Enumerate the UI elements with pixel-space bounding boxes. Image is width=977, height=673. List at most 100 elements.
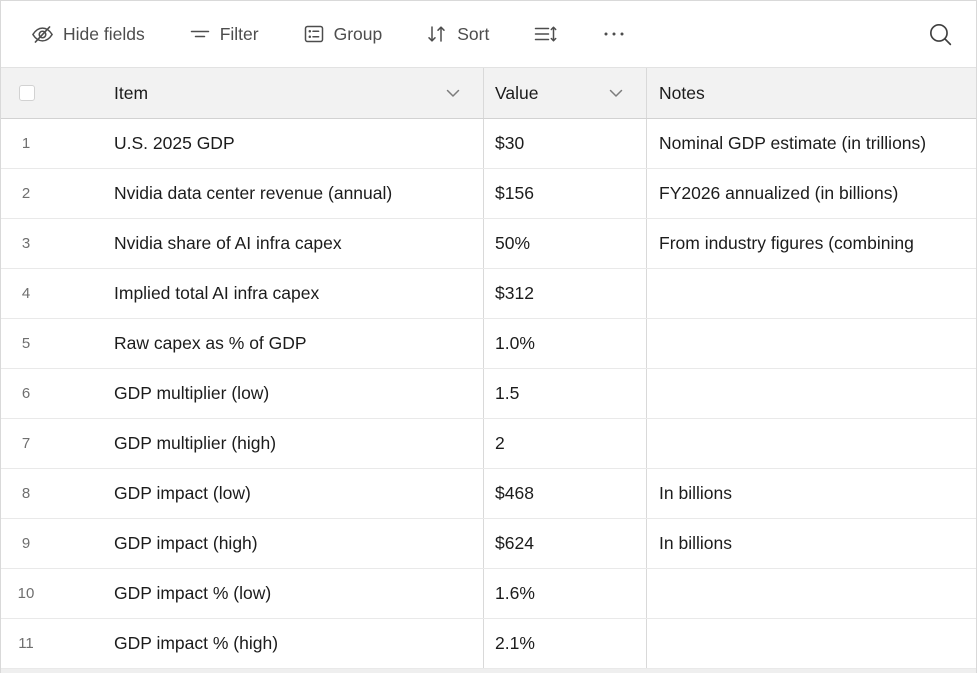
table-row: 11 GDP impact % (high) 2.1% [1, 619, 976, 669]
row-select-area: 5 [1, 319, 89, 368]
row-number[interactable]: 2 [21, 185, 31, 202]
chevron-down-icon[interactable] [446, 89, 460, 98]
cell-item[interactable]: Implied total AI infra capex [89, 269, 483, 318]
table-row: 5 Raw capex as % of GDP 1.0% [1, 319, 976, 369]
cell-value[interactable]: $624 [483, 519, 646, 568]
cell-value-text: $468 [495, 483, 534, 503]
cell-item[interactable]: Nvidia data center revenue (annual) [89, 169, 483, 218]
row-select-area: 6 [1, 369, 89, 418]
cell-notes[interactable] [646, 319, 976, 368]
cell-notes[interactable]: In billions [646, 469, 976, 518]
table-row: 7 GDP multiplier (high) 2 [1, 419, 976, 469]
column-label-item: Item [114, 82, 149, 103]
cell-notes[interactable] [646, 269, 976, 318]
table-row: 4 Implied total AI infra capex $312 [1, 269, 976, 319]
cell-notes[interactable]: Nominal GDP estimate (in trillions) [646, 119, 976, 168]
table-row: 9 GDP impact (high) $624 In billions [1, 519, 976, 569]
cell-item-text: GDP impact (high) [114, 533, 258, 553]
filter-icon [189, 23, 211, 45]
cell-notes-text: FY2026 annualized (in billions) [659, 183, 899, 203]
cell-value[interactable]: 50% [483, 219, 646, 268]
cell-notes[interactable]: FY2026 annualized (in billions) [646, 169, 976, 218]
cell-value[interactable]: $468 [483, 469, 646, 518]
cell-value[interactable]: 2.1% [483, 619, 646, 668]
column-header-notes[interactable]: Notes [646, 68, 976, 118]
sort-arrows-icon [426, 23, 448, 45]
cell-value[interactable]: $312 [483, 269, 646, 318]
row-number[interactable]: 11 [18, 635, 34, 652]
cell-value-text: 2.1% [495, 633, 535, 653]
row-number[interactable]: 6 [21, 385, 31, 402]
cell-value-text: $30 [495, 133, 525, 153]
cell-item[interactable]: Raw capex as % of GDP [89, 319, 483, 368]
row-select-area: 4 [1, 269, 89, 318]
cell-notes[interactable] [646, 569, 976, 618]
cell-value[interactable]: $156 [483, 169, 646, 218]
select-all-checkbox[interactable] [19, 85, 35, 101]
cell-item[interactable]: GDP impact % (high) [89, 619, 483, 668]
row-number[interactable]: 7 [21, 435, 31, 452]
row-number[interactable]: 5 [21, 335, 31, 352]
cell-notes-text: In billions [659, 533, 732, 553]
cell-item[interactable]: Nvidia share of AI infra capex [89, 219, 483, 268]
row-number[interactable]: 9 [21, 535, 31, 552]
cell-item[interactable]: GDP multiplier (low) [89, 369, 483, 418]
more-options-button[interactable] [600, 19, 628, 49]
group-button[interactable]: Group [301, 19, 385, 49]
row-number[interactable]: 1 [21, 135, 31, 152]
cell-value[interactable]: 2 [483, 419, 646, 468]
cell-value[interactable]: 1.6% [483, 569, 646, 618]
cell-notes[interactable] [646, 619, 976, 668]
group-label: Group [333, 23, 383, 44]
cell-notes[interactable]: In billions [646, 519, 976, 568]
column-header-value[interactable]: Value [483, 68, 646, 118]
table-row: 6 GDP multiplier (low) 1.5 [1, 369, 976, 419]
row-number[interactable]: 8 [21, 485, 31, 502]
cell-item-text: Nvidia data center revenue (annual) [114, 183, 393, 203]
cell-item[interactable]: GDP impact (high) [89, 519, 483, 568]
row-number[interactable]: 4 [21, 285, 31, 302]
table-row: 2 Nvidia data center revenue (annual) $1… [1, 169, 976, 219]
bottom-strip [1, 669, 976, 673]
cell-notes[interactable]: From industry figures (combining [646, 219, 976, 268]
filter-label: Filter [219, 23, 259, 44]
row-height-button[interactable] [531, 19, 560, 49]
cell-notes-text: Nominal GDP estimate (in trillions) [659, 133, 927, 153]
sort-button[interactable]: Sort [424, 19, 491, 49]
hide-fields-label: Hide fields [63, 23, 145, 44]
cell-value[interactable]: 1.0% [483, 319, 646, 368]
table-header: Item Value Notes [1, 68, 976, 119]
chevron-down-icon[interactable] [609, 89, 623, 98]
cell-item[interactable]: GDP impact % (low) [89, 569, 483, 618]
column-label-value: Value [495, 82, 539, 103]
row-height-icon [533, 23, 558, 45]
cell-item[interactable]: GDP multiplier (high) [89, 419, 483, 468]
table-body: 1 U.S. 2025 GDP $30 Nominal GDP estimate… [1, 119, 976, 669]
row-number[interactable]: 3 [21, 235, 31, 252]
cell-value-text: 1.6% [495, 583, 535, 603]
cell-item[interactable]: U.S. 2025 GDP [89, 119, 483, 168]
sort-label: Sort [457, 23, 490, 44]
cell-value[interactable]: $30 [483, 119, 646, 168]
row-select-area: 11 [1, 619, 89, 668]
cell-item-text: U.S. 2025 GDP [114, 133, 235, 153]
more-ellipsis-icon [602, 23, 626, 45]
search-button[interactable] [925, 17, 956, 52]
column-header-item[interactable]: Item [89, 68, 483, 118]
row-select-area: 2 [1, 169, 89, 218]
cell-value[interactable]: 1.5 [483, 369, 646, 418]
cell-item-text: Raw capex as % of GDP [114, 333, 307, 353]
header-select-area [1, 68, 89, 118]
row-number[interactable]: 10 [17, 585, 35, 602]
cell-notes[interactable] [646, 369, 976, 418]
table-row: 10 GDP impact % (low) 1.6% [1, 569, 976, 619]
group-icon [303, 23, 325, 45]
cell-notes[interactable] [646, 419, 976, 468]
column-label-notes: Notes [659, 82, 705, 103]
cell-notes-text: From industry figures (combining [659, 233, 914, 253]
cell-item[interactable]: GDP impact (low) [89, 469, 483, 518]
table-row: 3 Nvidia share of AI infra capex 50% Fro… [1, 219, 976, 269]
hide-fields-button[interactable]: Hide fields [29, 19, 147, 50]
filter-button[interactable]: Filter [187, 19, 261, 49]
